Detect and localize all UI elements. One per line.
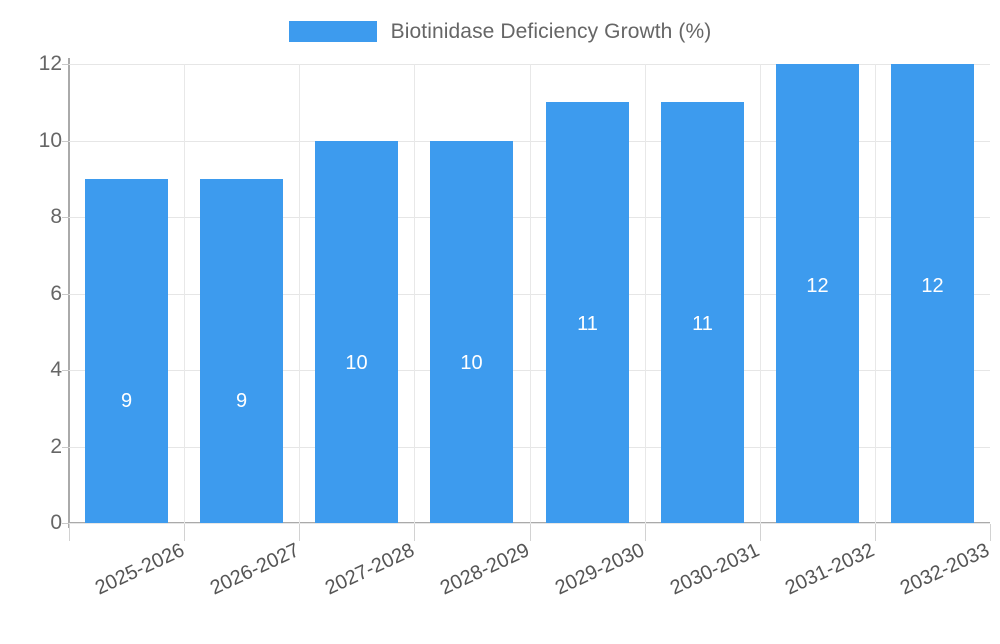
y-axis-line: [68, 58, 70, 528]
y-axis-tick-mark: [62, 64, 70, 65]
gridline-horizontal: [69, 446, 990, 448]
bar[interactable]: [315, 140, 398, 523]
gridline-vertical: [760, 64, 761, 523]
y-axis-tick-mark: [62, 140, 70, 142]
chart-legend: Biotinidase Deficiency Growth (%): [0, 14, 1000, 48]
bar[interactable]: [85, 178, 168, 523]
gridline-vertical: [530, 64, 531, 523]
gridline-vertical: [299, 64, 300, 523]
gridline-horizontal: [69, 64, 990, 65]
y-axis-tick-label: 8: [50, 205, 62, 228]
gridline-vertical: [184, 64, 185, 523]
x-axis-tick-mark: [184, 524, 185, 541]
bar[interactable]: [546, 102, 629, 523]
y-axis-tick-label: 4: [50, 358, 62, 381]
gridline-horizontal: [69, 523, 990, 524]
bar[interactable]: [430, 140, 513, 523]
y-axis-tick-mark: [62, 523, 70, 524]
y-axis-tick-mark: [62, 446, 70, 448]
bar[interactable]: [661, 102, 744, 523]
legend-color-swatch: [288, 20, 377, 42]
x-axis-tick-mark: [990, 524, 991, 541]
plot-area: 9 9 10 10 11 11 12 12: [69, 64, 990, 524]
y-axis-tick-label: 12: [38, 52, 62, 75]
y-axis-tick-label: 10: [38, 128, 62, 152]
x-axis-tick-mark: [69, 524, 70, 541]
gridline-vertical: [875, 64, 876, 523]
legend-label: Biotinidase Deficiency Growth (%): [390, 19, 712, 43]
gridline-vertical: [645, 64, 646, 523]
y-axis-tick-mark: [62, 217, 70, 218]
gridline-horizontal: [69, 140, 990, 142]
y-axis-tick-label: 6: [50, 281, 62, 305]
x-axis-tick-mark: [760, 524, 761, 541]
y-axis-tick-mark: [62, 370, 70, 371]
y-axis-tick-label: 0: [50, 511, 62, 534]
legend-item[interactable]: Biotinidase Deficiency Growth (%): [288, 19, 712, 43]
gridline-horizontal: [69, 217, 990, 218]
y-axis-tick-label: 2: [50, 434, 62, 458]
gridline-vertical: [414, 64, 415, 523]
gridline-horizontal: [69, 370, 990, 371]
gridline-horizontal: [69, 293, 990, 295]
x-axis-tick-mark: [645, 524, 646, 541]
bar[interactable]: [891, 64, 974, 523]
x-axis-tick-mark: [299, 524, 300, 541]
x-axis-tick-mark: [414, 524, 415, 541]
bar-chart: Biotinidase Deficiency Growth (%) 0 2 4 6 8 1…: [0, 0, 1000, 600]
x-axis-tick-mark: [530, 524, 531, 541]
bar[interactable]: [776, 64, 859, 523]
y-axis-tick-mark: [62, 293, 70, 295]
x-axis-tick-mark: [875, 524, 876, 541]
y-axis-ticks: 0 2 4 6 8 10 12: [0, 0, 70, 600]
bar[interactable]: [200, 178, 283, 523]
